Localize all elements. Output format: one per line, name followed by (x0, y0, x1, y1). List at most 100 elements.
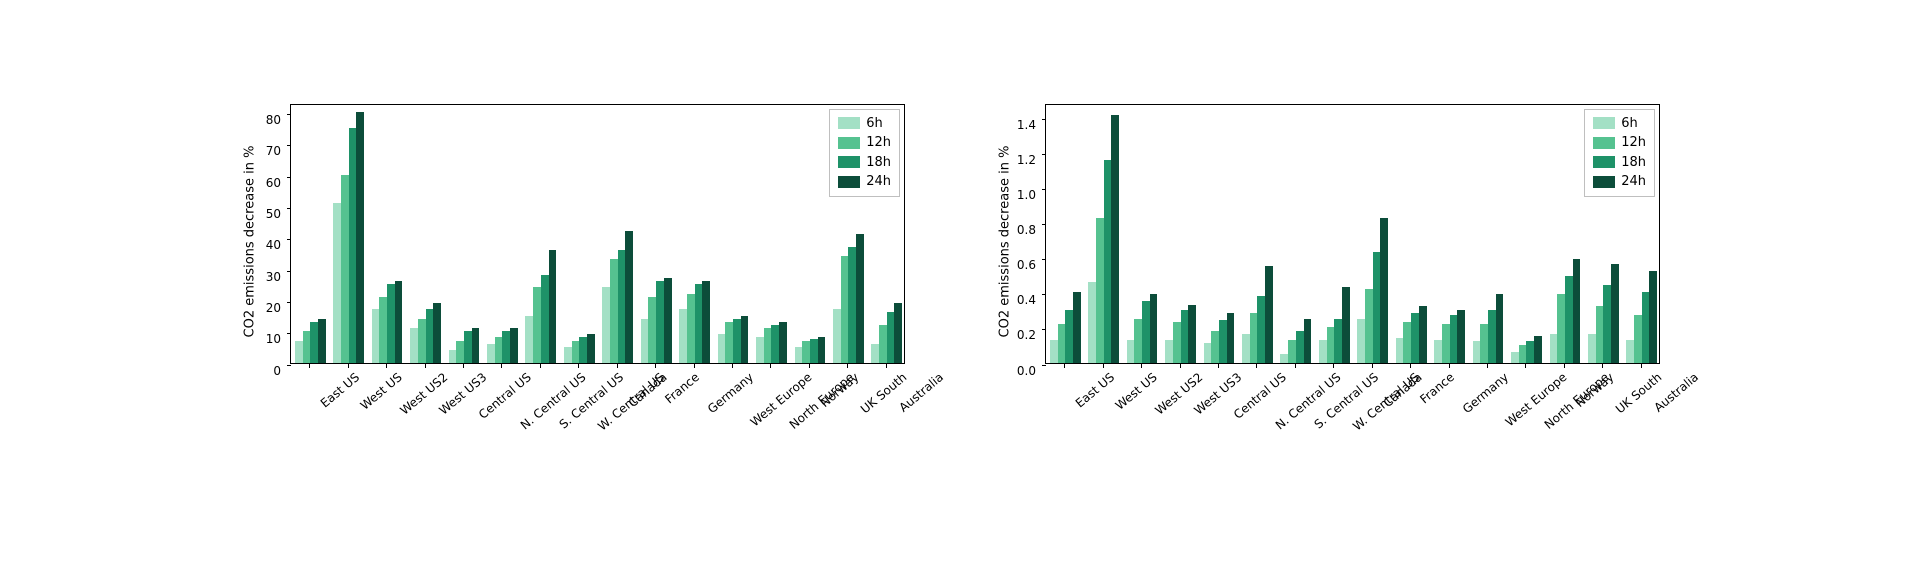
bar (464, 331, 472, 362)
bar (1319, 340, 1327, 363)
legend-item: 6h (1593, 114, 1646, 134)
bar (725, 322, 733, 363)
bar (648, 297, 656, 363)
bar (848, 247, 856, 363)
figure: CO2 emissions decrease in %0102030405060… (0, 0, 1920, 567)
bar (341, 175, 349, 363)
bar (333, 203, 341, 363)
bar (395, 281, 403, 362)
bar (641, 319, 649, 363)
bar (1403, 322, 1411, 362)
bar (1150, 294, 1158, 363)
bar (1434, 340, 1442, 363)
y-tick-label: 0.0 (988, 364, 1036, 378)
bar (618, 250, 626, 363)
legend-swatch (838, 117, 860, 129)
y-tick-label: 70 (233, 144, 281, 158)
bar (1557, 294, 1565, 363)
bar (1134, 319, 1142, 363)
bar (1511, 352, 1519, 363)
bar (1173, 322, 1181, 362)
bar (1596, 306, 1604, 362)
bar (1565, 276, 1573, 362)
bar (372, 309, 380, 362)
bar (1104, 160, 1112, 362)
bar (802, 341, 810, 363)
bar (756, 337, 764, 362)
y-tick-label: 0.6 (988, 258, 1036, 272)
legend-item: 24h (1593, 172, 1646, 192)
bar (1188, 305, 1196, 363)
y-tick-label: 10 (233, 332, 281, 346)
right-chart-panel: CO2 emissions decrease in %0.00.20.40.60… (990, 104, 1685, 464)
x-tick-label: East US (318, 370, 362, 410)
bar (356, 112, 364, 363)
bar (718, 334, 726, 362)
bar (1534, 336, 1542, 362)
y-tick-label: 1.4 (988, 118, 1036, 132)
bar (1626, 340, 1634, 363)
y-tick-label: 1.2 (988, 153, 1036, 167)
bar (1496, 294, 1504, 363)
bar (433, 303, 441, 363)
bar (579, 337, 587, 362)
legend-label: 6h (866, 114, 883, 134)
bar (833, 309, 841, 362)
bar (1304, 319, 1312, 363)
bar (1073, 292, 1081, 362)
x-tick-label: France (662, 370, 702, 406)
bar (1280, 354, 1288, 363)
bar (1396, 338, 1404, 363)
bar (1419, 306, 1427, 362)
bar (1519, 345, 1527, 363)
bar (1573, 259, 1581, 363)
bar (879, 325, 887, 363)
bar (664, 278, 672, 363)
legend-label: 6h (1621, 114, 1638, 134)
legend-label: 12h (1621, 133, 1646, 153)
y-tick-label: 80 (233, 113, 281, 127)
bar (1642, 292, 1650, 362)
bar (1334, 319, 1342, 363)
bar (525, 316, 533, 363)
y-tick-label: 0.8 (988, 223, 1036, 237)
bar (1250, 313, 1258, 362)
bar (1065, 310, 1073, 363)
bar (1219, 320, 1227, 362)
bar (349, 128, 357, 363)
bar (687, 294, 695, 363)
bar (733, 319, 741, 363)
bar (1204, 343, 1212, 362)
bar (894, 303, 902, 363)
bar (1588, 334, 1596, 362)
legend-swatch (838, 137, 860, 149)
bar (1603, 285, 1611, 362)
bar (602, 287, 610, 362)
bar (1327, 327, 1335, 362)
bar (418, 319, 426, 363)
bar (1296, 331, 1304, 363)
bar (625, 231, 633, 363)
bar (1265, 266, 1273, 363)
legend-swatch (838, 176, 860, 188)
bar (572, 341, 580, 363)
bar (502, 331, 510, 362)
bar (1488, 310, 1496, 363)
plot-area: 6h12h18h24h (1045, 104, 1660, 364)
legend-swatch (1593, 137, 1615, 149)
bar (387, 284, 395, 362)
legend-label: 18h (866, 153, 891, 173)
bar (379, 297, 387, 363)
legend-swatch (1593, 176, 1615, 188)
bar (679, 309, 687, 362)
bar (487, 344, 495, 363)
bar (771, 325, 779, 363)
bar (810, 339, 818, 362)
y-tick-label: 0 (233, 364, 281, 378)
bar (472, 328, 480, 362)
bar (1288, 340, 1296, 363)
bar (564, 347, 572, 363)
y-tick-label: 50 (233, 207, 281, 221)
bar (1142, 301, 1150, 362)
bar (449, 350, 457, 363)
